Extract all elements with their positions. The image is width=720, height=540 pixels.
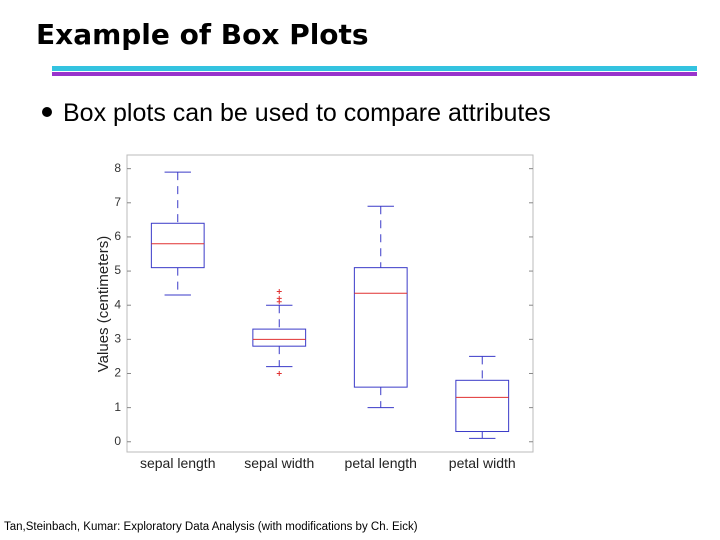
footer: Tan,Steinbach, Kumar: Exploratory Data A… xyxy=(4,521,418,533)
bullet-text: Box plots can be used to compare attribu… xyxy=(63,99,551,127)
x-tick-label: sepal width xyxy=(244,455,314,471)
box xyxy=(252,328,307,347)
title-rule xyxy=(52,66,697,71)
slide-title: Example of Box Plots xyxy=(36,18,369,51)
y-tick-label: 6 xyxy=(114,229,121,243)
y-tick-label: 7 xyxy=(114,195,121,209)
outlier xyxy=(276,289,282,295)
title-rule-2 xyxy=(52,72,697,76)
y-tick-label: 5 xyxy=(114,263,121,277)
x-tick-label: petal width xyxy=(449,455,516,471)
x-tick-label: sepal length xyxy=(140,455,216,471)
y-tick-label: 3 xyxy=(114,332,121,346)
y-tick-label: 0 xyxy=(114,434,121,448)
x-tick-label: petal length xyxy=(345,455,417,471)
y-tick-label: 2 xyxy=(114,366,121,380)
box xyxy=(353,267,408,388)
box xyxy=(455,379,510,433)
bullet-dot xyxy=(42,107,52,117)
outlier xyxy=(276,295,282,301)
y-tick-label: 1 xyxy=(114,400,121,414)
box xyxy=(150,222,205,269)
y-tick-label: 4 xyxy=(114,297,121,311)
y-axis-label: Values (centimeters) xyxy=(95,236,112,372)
y-tick-label: 8 xyxy=(114,161,121,175)
outlier xyxy=(276,370,282,376)
